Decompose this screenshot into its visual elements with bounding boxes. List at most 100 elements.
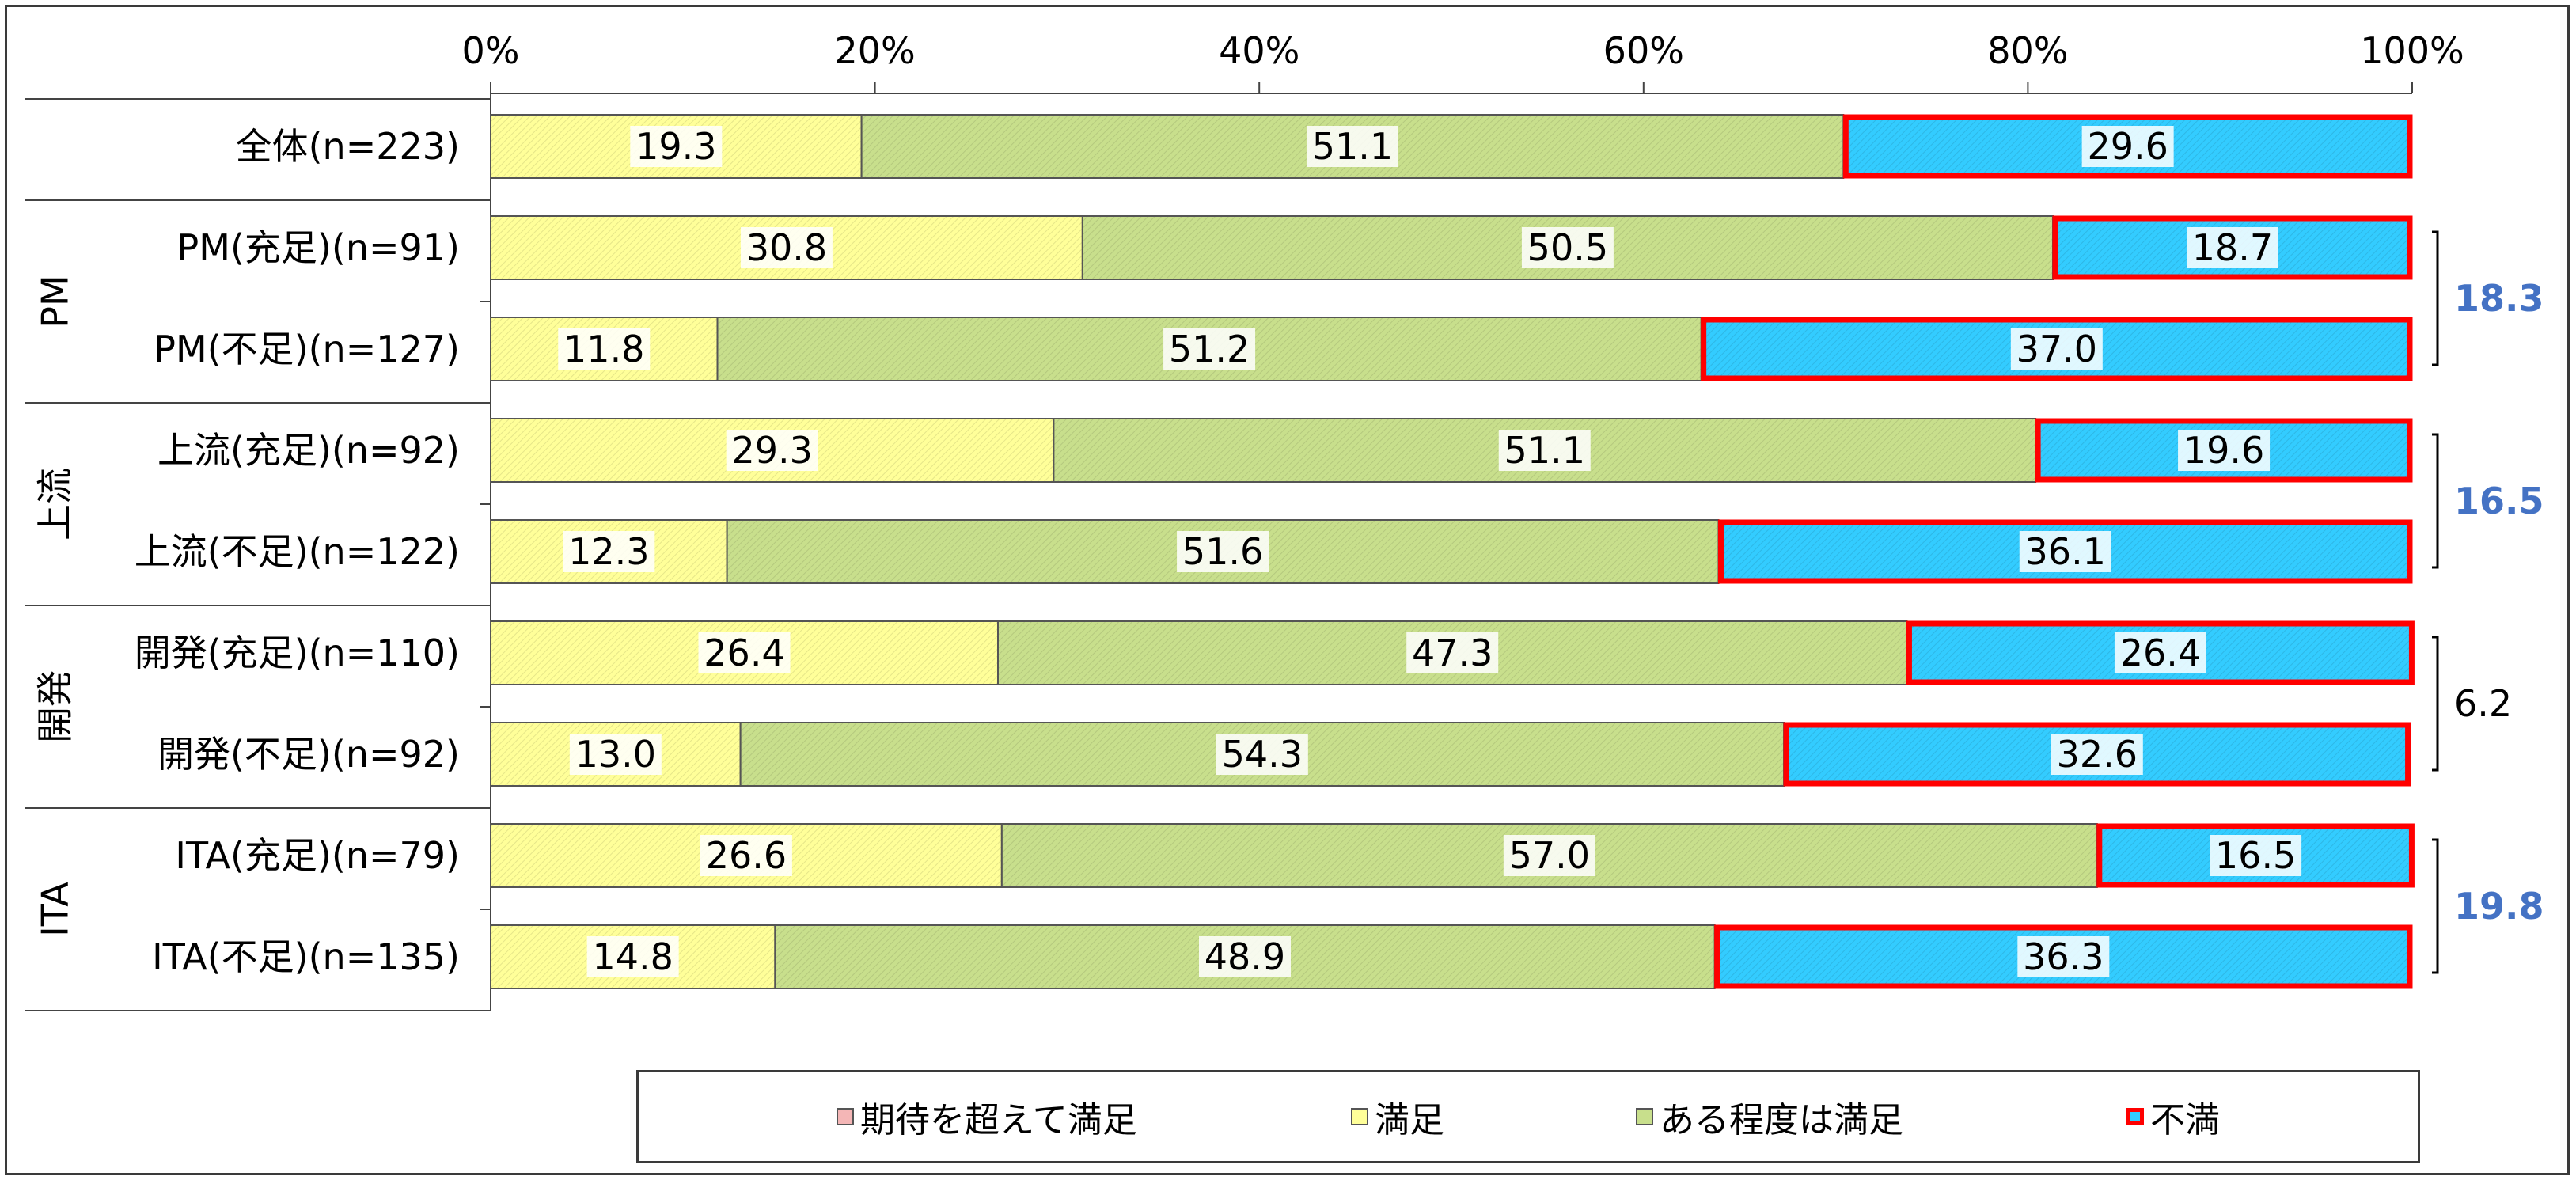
data-label: 12.3	[568, 530, 649, 573]
chart-frame: 0% 20% 40% 60% 80% 100% PM 上流 開発 ITA 全体(n=223) PM(充…	[5, 5, 2570, 1175]
data-label-bg	[558, 328, 651, 370]
data-label-bg	[2017, 936, 2110, 977]
legend-item: 不満	[2126, 1072, 2220, 1161]
data-label: 37.0	[2016, 328, 2097, 370]
group-difference-label: 6.2	[2454, 682, 2512, 725]
data-label: 47.3	[1412, 632, 1493, 674]
x-tick-label: 40%	[1219, 29, 1299, 72]
data-label-bg	[1306, 126, 1398, 167]
data-label: 50.5	[1527, 226, 1608, 269]
legend-item: 期待を超えて満足	[837, 1072, 1137, 1161]
data-label-bg	[586, 936, 679, 977]
legend-label: 不満	[2150, 1100, 2220, 1140]
bar-highlight-outline	[2096, 823, 2415, 888]
data-label-bg	[2051, 734, 2143, 775]
data-label-bg	[700, 835, 792, 876]
data-label: 26.6	[706, 834, 787, 877]
data-label-bg	[1177, 531, 1269, 572]
group-label: PM	[34, 275, 77, 328]
data-label: 18.7	[2192, 226, 2273, 269]
category-label: 全体(n=223)	[236, 125, 460, 168]
data-label: 26.4	[704, 632, 784, 674]
data-label-bg	[740, 227, 833, 268]
group-label: 上流	[34, 468, 77, 541]
legend-swatch	[1636, 1108, 1653, 1125]
data-label-bg	[2019, 531, 2111, 572]
data-label: 51.2	[1169, 328, 1250, 370]
bar-highlight-outline	[1842, 114, 2413, 179]
data-label-bg	[563, 531, 655, 572]
data-label: 36.3	[2023, 935, 2104, 978]
legend-swatch	[2126, 1108, 2144, 1125]
legend-label: 期待を超えて満足	[860, 1100, 1137, 1140]
category-label: PM(不足)(n=127)	[154, 328, 460, 370]
x-tick-label: 0%	[462, 29, 520, 72]
bar-highlight-outline	[2035, 418, 2413, 483]
data-label: 16.5	[2215, 834, 2296, 877]
data-label: 51.6	[1182, 530, 1263, 573]
bar-highlight-outline	[1717, 519, 2413, 584]
data-label-bg	[2010, 328, 2103, 370]
data-label: 29.6	[2087, 125, 2168, 168]
data-label: 51.1	[1312, 125, 1393, 168]
data-label-bg	[2186, 227, 2278, 268]
x-tick-label: 20%	[834, 29, 915, 72]
data-label-bg	[569, 734, 662, 775]
legend-label: 満足	[1375, 1100, 1444, 1140]
legend: 期待を超えて満足 満足 ある程度は満足 不満	[636, 1070, 2420, 1163]
data-label-bg	[1198, 936, 1291, 977]
group-bracket	[2432, 838, 2439, 974]
group-difference-label: 19.8	[2454, 885, 2544, 928]
data-label: 36.1	[2025, 530, 2106, 573]
bar-highlight-outline	[2052, 215, 2413, 280]
legend-item: ある程度は満足	[1636, 1072, 1903, 1161]
category-label: ITA(充足)(n=79)	[175, 834, 460, 877]
data-label: 29.3	[731, 429, 812, 472]
data-label-bg	[2210, 835, 2302, 876]
data-label: 13.0	[575, 733, 656, 776]
group-bracket	[2432, 230, 2439, 366]
data-label: 48.9	[1205, 935, 1285, 978]
legend-item: 満足	[1351, 1072, 1444, 1161]
data-label-bg	[1406, 632, 1499, 673]
x-tick-label: 80%	[1987, 29, 2068, 72]
data-label: 51.1	[1504, 429, 1585, 472]
x-tick-label: 100%	[2360, 29, 2464, 72]
group-bracket	[2432, 636, 2439, 772]
data-label-bg	[2114, 632, 2206, 673]
category-label: 開発(不足)(n=92)	[157, 733, 460, 776]
data-label-bg	[1216, 734, 1308, 775]
data-label-bg	[2081, 126, 2174, 167]
data-label: 26.4	[2120, 632, 2201, 674]
group-difference-label: 18.3	[2454, 277, 2544, 320]
group-label: 開発	[34, 670, 77, 743]
x-tick-label: 60%	[1603, 29, 1684, 72]
data-label: 14.8	[592, 935, 673, 978]
group-bracket	[2432, 433, 2439, 569]
data-label: 11.8	[563, 328, 644, 370]
legend-swatch	[1351, 1108, 1368, 1125]
category-label: ITA(不足)(n=135)	[152, 935, 460, 978]
data-label-bg	[698, 632, 791, 673]
group-difference-label: 16.5	[2454, 480, 2544, 522]
data-label-bg	[1521, 227, 1614, 268]
category-label: 上流(充足)(n=92)	[157, 429, 460, 472]
data-label-bg	[1503, 835, 1595, 876]
data-label-bg	[1498, 430, 1591, 471]
data-label: 54.3	[1222, 733, 1303, 776]
data-label: 19.3	[635, 125, 716, 168]
data-label-bg	[1163, 328, 1256, 370]
data-label: 32.6	[2057, 733, 2138, 776]
bar-highlight-outline	[1701, 317, 2413, 381]
category-label: 上流(不足)(n=122)	[135, 530, 460, 573]
group-label: ITA	[34, 882, 77, 937]
bar-highlight-outline	[1783, 722, 2411, 787]
data-label-bg	[2178, 430, 2271, 471]
legend-swatch	[837, 1108, 854, 1125]
legend-label: ある程度は満足	[1660, 1100, 1903, 1140]
bar-highlight-outline	[1714, 924, 2413, 989]
data-label: 30.8	[746, 226, 827, 269]
data-label: 19.6	[2183, 429, 2264, 472]
category-label: 開発(充足)(n=110)	[135, 632, 460, 674]
